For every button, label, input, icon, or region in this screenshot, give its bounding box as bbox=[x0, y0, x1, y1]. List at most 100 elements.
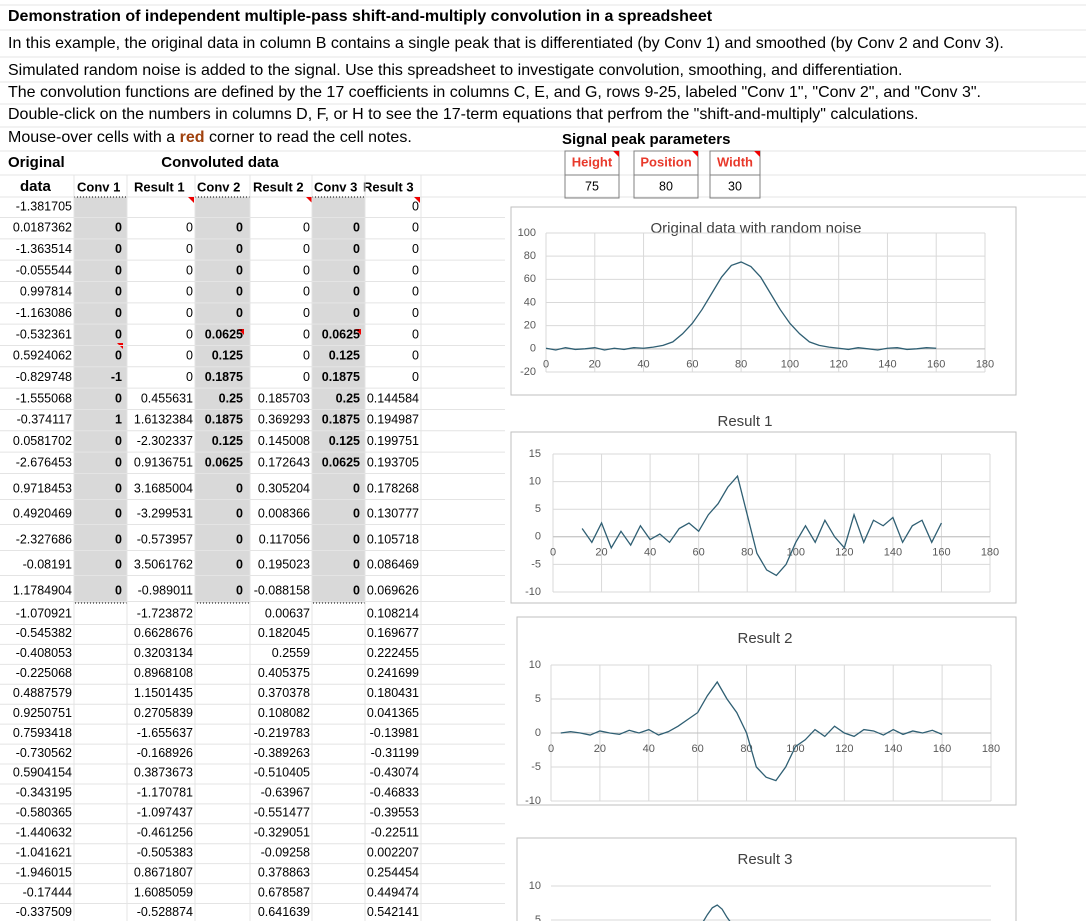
chart: Result 1 -10 -5 0 5 10 15 0 20 40 60 80 100 120 140 160… bbox=[510, 413, 1017, 604]
data-cell: 1.1501435 bbox=[134, 686, 193, 700]
data-cell: 0.185703 bbox=[258, 391, 310, 405]
data-cell: -0.168926 bbox=[137, 746, 193, 760]
chart-title: Result 1 bbox=[717, 413, 772, 430]
chart: Original data with random noise -20 0 20 40 6… bbox=[510, 206, 1017, 396]
data-cell: 0 bbox=[186, 263, 193, 277]
data-cell: 0.125 bbox=[329, 349, 360, 363]
note-text: corner to read the cell notes. bbox=[205, 129, 412, 146]
data-cell: 0 bbox=[412, 306, 419, 320]
data-cell: 0.6628676 bbox=[134, 626, 193, 640]
data-cell: 0 bbox=[353, 306, 360, 320]
data-cell: 3.5061762 bbox=[134, 557, 193, 571]
data-cell: 0.8968108 bbox=[134, 666, 193, 680]
data-cell: 0 bbox=[412, 263, 419, 277]
data-cell: 0 bbox=[412, 199, 419, 213]
data-cell: 0.125 bbox=[329, 434, 360, 448]
data-cell: -0.528874 bbox=[137, 905, 193, 919]
y-tick-label: 5 bbox=[535, 693, 541, 705]
original-cell: -1.070921 bbox=[16, 606, 72, 620]
data-cell: 0 bbox=[236, 242, 243, 256]
data-cell: 0 bbox=[353, 532, 360, 546]
data-cell: 0.370378 bbox=[258, 686, 310, 700]
original-cell: 0.4920469 bbox=[13, 506, 72, 520]
data-cell: 0.378863 bbox=[258, 865, 310, 879]
data-cell: 1 bbox=[115, 413, 122, 427]
data-cell: 0.1875 bbox=[205, 370, 243, 384]
x-tick-label: 140 bbox=[884, 547, 902, 559]
x-tick-label: 100 bbox=[781, 359, 799, 371]
param-value[interactable]: 80 bbox=[659, 179, 673, 193]
data-cell: 0 bbox=[236, 285, 243, 299]
y-tick-label: 5 bbox=[535, 503, 541, 515]
original-cell: -0.374117 bbox=[17, 413, 72, 427]
param-value[interactable]: 30 bbox=[728, 179, 742, 193]
param-header: Width bbox=[717, 154, 753, 169]
data-cell: 0 bbox=[412, 349, 419, 363]
instruction-line: Double-click on the numbers in columns D… bbox=[8, 106, 918, 123]
data-cell: -0.22511 bbox=[371, 826, 419, 840]
original-cell: -0.225068 bbox=[16, 666, 72, 680]
data-cell: 0 bbox=[236, 306, 243, 320]
data-cell: 0.305204 bbox=[258, 481, 310, 495]
data-cell: 0 bbox=[353, 263, 360, 277]
data-cell: 0.172643 bbox=[258, 455, 310, 469]
data-cell: 0 bbox=[236, 583, 243, 597]
column-header: Result 2 bbox=[253, 179, 304, 194]
data-cell: 0 bbox=[115, 221, 122, 235]
data-cell: 0 bbox=[115, 349, 122, 363]
original-cell: -0.337509 bbox=[16, 905, 72, 919]
data-cell: 0 bbox=[186, 306, 193, 320]
original-cell: -0.580365 bbox=[16, 806, 72, 820]
data-cell: -0.573957 bbox=[137, 532, 193, 546]
y-tick-label: 5 bbox=[535, 914, 541, 921]
data-cell: 0.0625 bbox=[205, 455, 243, 469]
data-cell: 0 bbox=[236, 481, 243, 495]
data-cell: 0 bbox=[115, 506, 122, 520]
data-cell: 0 bbox=[303, 327, 310, 341]
original-cell: -0.532361 bbox=[16, 327, 72, 341]
original-cell: 0.5924062 bbox=[13, 349, 72, 363]
original-cell: -1.946015 bbox=[16, 865, 72, 879]
data-cell: -1.097437 bbox=[137, 806, 193, 820]
data-cell: 0 bbox=[115, 583, 122, 597]
param-header: Position bbox=[640, 154, 691, 169]
y-tick-label: 15 bbox=[529, 448, 541, 460]
chart-frame bbox=[516, 837, 1017, 921]
data-cell: 0.9136751 bbox=[134, 455, 193, 469]
data-cell: 0.041365 bbox=[367, 706, 419, 720]
data-cell: -0.989011 bbox=[138, 583, 193, 597]
param-value[interactable]: 75 bbox=[585, 179, 599, 193]
data-cell: 0.130777 bbox=[367, 506, 419, 520]
original-cell: -2.676453 bbox=[16, 455, 72, 469]
y-tick-label: 10 bbox=[529, 880, 541, 892]
data-cell: -0.219783 bbox=[254, 726, 310, 740]
data-cell: -0.088158 bbox=[254, 583, 310, 597]
data-cell: 0 bbox=[236, 506, 243, 520]
note-line: Mouse-over cells with a red corner to re… bbox=[8, 129, 412, 146]
data-cell: -1.723872 bbox=[137, 606, 193, 620]
original-cell: -0.829748 bbox=[16, 370, 72, 384]
original-cell: 0.9718453 bbox=[13, 481, 72, 495]
data-cell: -2.302337 bbox=[137, 434, 193, 448]
x-tick-label: 120 bbox=[835, 743, 853, 755]
data-cell: -0.510405 bbox=[254, 766, 310, 780]
data-cell: -0.31199 bbox=[371, 746, 419, 760]
column-header: Conv 3 bbox=[314, 179, 357, 194]
data-cell: 0.2705839 bbox=[134, 706, 193, 720]
column-group-header: Convoluted data bbox=[161, 154, 279, 171]
x-tick-label: 180 bbox=[982, 743, 1000, 755]
x-tick-label: 180 bbox=[976, 359, 994, 371]
data-cell: 0 bbox=[412, 327, 419, 341]
data-cell: 0 bbox=[412, 242, 419, 256]
data-cell: 0 bbox=[412, 370, 419, 384]
data-cell: 0.2559 bbox=[272, 646, 310, 660]
original-cell: -0.408053 bbox=[16, 646, 72, 660]
x-tick-label: 20 bbox=[595, 547, 607, 559]
data-cell: 0 bbox=[353, 285, 360, 299]
data-cell: 0 bbox=[353, 481, 360, 495]
data-cell: 0 bbox=[353, 557, 360, 571]
data-cell: -0.329051 bbox=[254, 826, 310, 840]
original-cell: 0.5904154 bbox=[13, 766, 72, 780]
data-cell: -0.551477 bbox=[254, 806, 310, 820]
instruction-line: Simulated random noise is added to the s… bbox=[8, 62, 902, 79]
